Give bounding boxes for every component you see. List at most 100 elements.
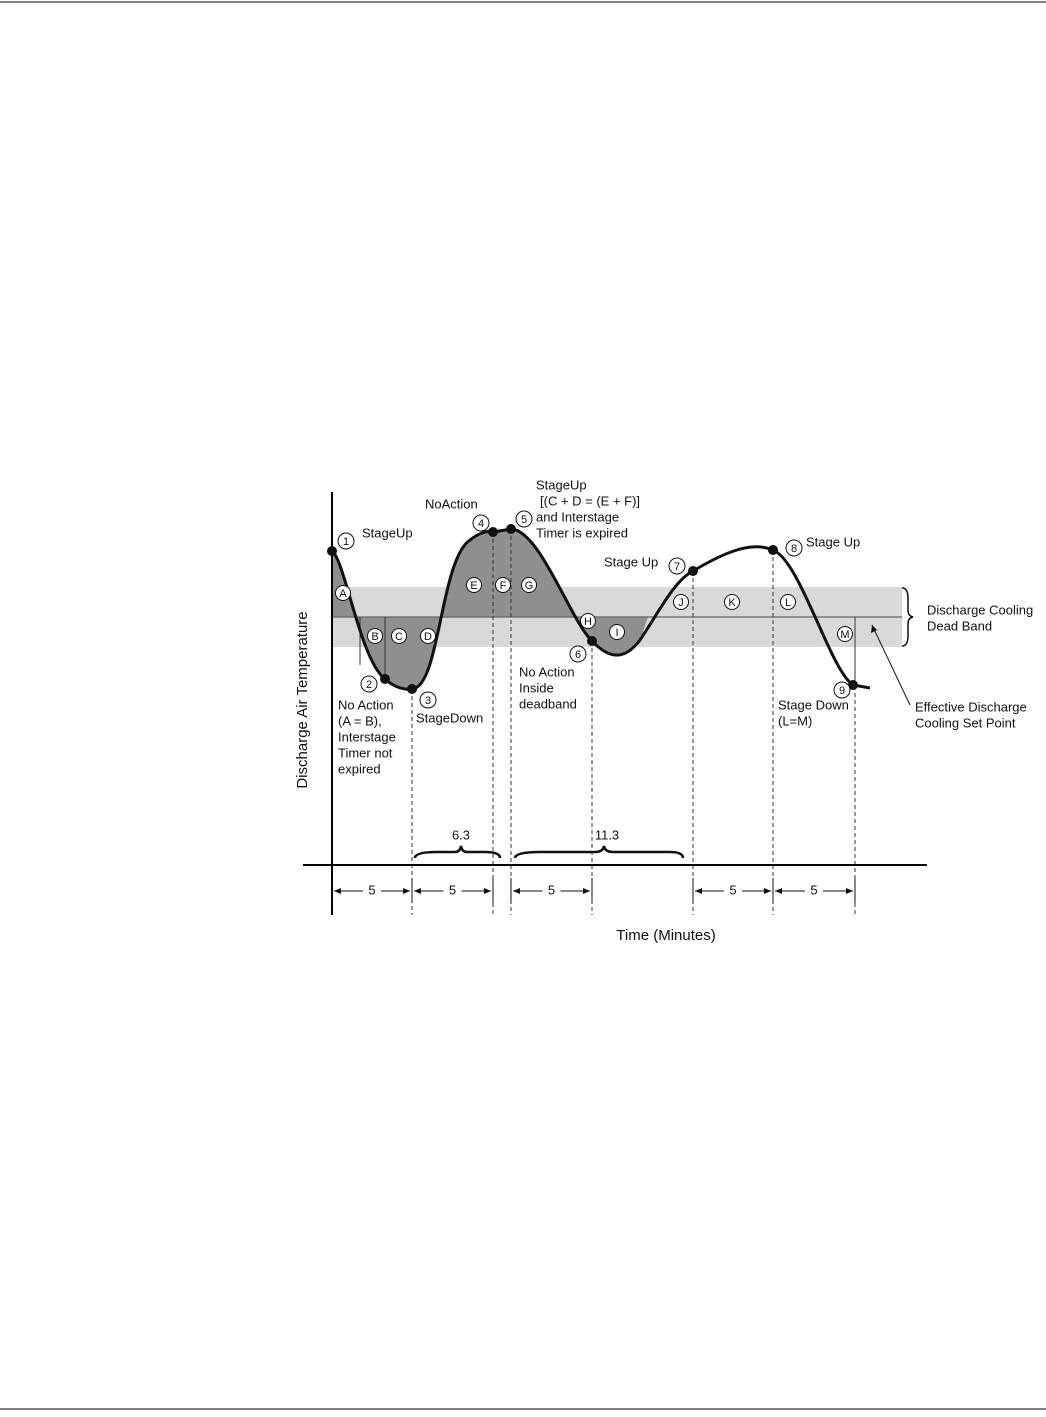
deviation-area [332,529,648,690]
point-number: 3 [425,695,431,707]
point-marker [472,514,490,532]
annotation: and Interstage [536,509,619,524]
region-letter: J [678,597,684,609]
brace [513,845,685,859]
region-letter: I [615,627,618,639]
point-marker [668,557,686,575]
annotation: Stage Down [778,697,849,712]
pointer [871,624,911,706]
span-label: 6.3 [452,827,470,842]
point-marker [833,681,851,699]
point-marker [569,645,587,663]
point-number: 5 [521,514,527,526]
annotation: Timer is expired [536,525,628,540]
arrow-head [484,888,491,894]
arrow-head [583,888,590,894]
setpoint-label: Cooling Set Point [915,715,1016,730]
point-number: 9 [839,685,845,697]
point-number: 6 [575,649,581,661]
region-letter: M [840,629,849,641]
region-marker [420,628,436,644]
region-letter: C [395,631,403,643]
region-marker [466,577,482,593]
pointer-head [871,625,877,633]
point-number: 1 [343,536,349,548]
setpoint-label: Effective Discharge [915,699,1027,714]
arrow-head [334,888,341,894]
point-number: 8 [791,543,797,555]
region-letter: K [728,597,736,609]
curve-point [768,545,778,555]
time-markers [411,529,856,915]
curve-point [688,566,698,576]
arrow-head [513,888,520,894]
point-marker [337,532,355,550]
region-letter: L [785,597,791,609]
region-marker [367,628,383,644]
region-letter: A [339,588,347,600]
region-marker [780,594,796,610]
annotation: Stage Up [604,554,658,569]
region-letter: F [500,580,507,592]
point-number: 2 [366,679,372,691]
region-marker [673,594,689,610]
brace [413,845,502,859]
interval-label: 5 [729,882,736,897]
arrow-head [695,888,702,894]
span-label: 11.3 [595,827,619,842]
interval-label: 5 [548,882,555,897]
arrow-head [846,888,853,894]
interval-label: 5 [368,882,375,897]
annotation: No Action [519,664,575,679]
annotation: Stage Up [806,534,860,549]
y-axis-label: Discharge Air Temperature [294,611,311,788]
band-brace [901,587,914,647]
arrow-head [414,888,421,894]
curve-point [380,674,390,684]
arrow-head [775,888,782,894]
annotation: NoAction [425,496,478,511]
arrow-head [764,888,771,894]
region-marker [580,613,596,629]
annotation: StageDown [416,710,483,725]
region-letter: B [371,631,378,643]
annotation: Timer not [338,745,393,760]
point-number: 7 [674,561,680,573]
region-letter: H [584,616,592,628]
region-dividers [359,617,856,686]
interval-label: 5 [449,882,456,897]
annotation: Interstage [338,729,396,744]
region-letter: G [525,580,534,592]
region-marker [837,626,853,642]
annotation: (L=M) [778,713,812,728]
annotation: StageUp [362,525,413,540]
point-marker [360,675,378,693]
interval-label: 5 [810,882,817,897]
annotation: No Action [338,697,394,712]
region-marker [609,624,625,640]
x-axis-label: Time (Minutes) [616,927,715,944]
region-letter: E [470,580,477,592]
point-number: 4 [478,518,484,530]
band-label: Discharge Cooling [927,602,1033,617]
curve-point [488,527,498,537]
curve-point [587,636,597,646]
region-letter: D [424,631,432,643]
temperature-curve [330,527,871,691]
annotation: expired [338,761,381,776]
curve-point [327,546,337,556]
annotation: (A = B), [338,713,382,728]
annotation: Inside [519,680,554,695]
point-marker [785,539,803,557]
annotation: StageUp [536,477,587,492]
point-marker [515,510,533,528]
arrow-head [403,888,410,894]
region-marker [521,577,537,593]
annotation: [(C + D = (E + F)] [540,493,640,508]
curve-point [848,680,858,690]
region-marker [335,585,351,601]
annotation: deadband [519,696,577,711]
region-marker [495,577,511,593]
band-label: Dead Band [927,618,992,633]
